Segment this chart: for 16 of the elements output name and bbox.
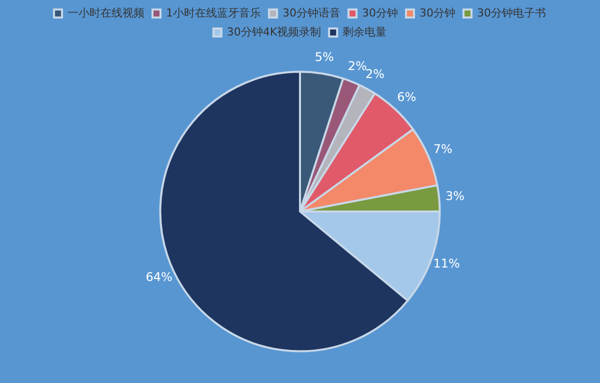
data-label: 6% [397,90,416,104]
legend-label: 1小时在线蓝牙音乐 [166,6,262,20]
data-label: 64% [146,270,172,284]
data-label: 5% [314,50,334,64]
data-label: 11% [433,256,460,270]
data-label: 7% [433,142,452,156]
data-label: 3% [446,188,465,203]
legend-label: 30分钟4K视频录制 [226,25,322,38]
legend-label: 剩余电量 [342,25,387,38]
data-label: 2% [348,58,367,73]
legend-label: 30分钟 [420,6,456,20]
legend-label: 30分钟电子书 [476,6,546,20]
data-label: 2% [366,67,385,82]
legend-label: 30分钟 [362,6,398,20]
legend-label: 30分钟语音 [282,6,341,20]
legend-label: 一小时在线视频 [68,6,145,20]
